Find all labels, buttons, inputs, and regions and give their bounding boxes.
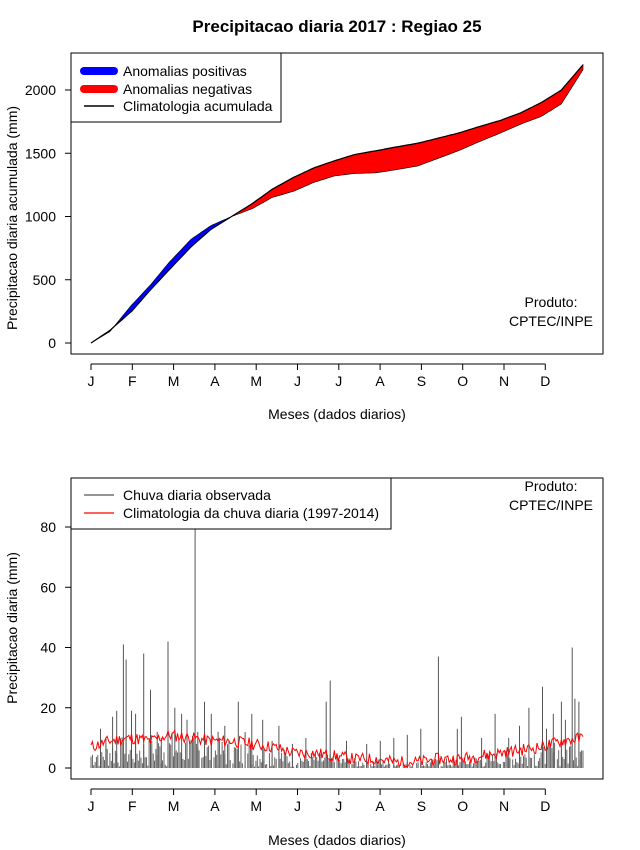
cumulative-panel: 0 500 1000 1500 2000 J F M A M J J A S O N D Meses (dad… — [4, 52, 604, 422]
cumulative-x-tick-label: A — [375, 373, 385, 389]
legend-label-daily-climatology: Climatologia da chuva diaria (1997-2014) — [123, 505, 379, 521]
daily-x-tick-label: J — [335, 798, 342, 814]
cumulative-x-tick-label: D — [540, 373, 550, 389]
chart-title: Precipitacao diaria 2017 : Regiao 25 — [192, 17, 481, 36]
cumulative-y-tick-label: 1500 — [25, 145, 56, 161]
legend-label-positive: Anomalias positivas — [123, 63, 247, 79]
daily-y-tick-label: 20 — [40, 700, 56, 716]
legend-label-climatology: Climatologia acumulada — [123, 98, 273, 114]
daily-y-axis-label: Precipitacao diaria (mm) — [4, 552, 20, 704]
cumulative-x-tick-label: S — [417, 373, 426, 389]
cumulative-x-axis-label: Meses (dados diarios) — [268, 406, 406, 422]
daily-x-tick-label: N — [499, 798, 509, 814]
daily-x-tick-label: M — [250, 798, 262, 814]
cumulative-y-tick-label: 0 — [48, 335, 56, 351]
cumulative-legend: Anomalias positivas Anomalias negativas … — [70, 52, 282, 123]
daily-x-tick-label: D — [540, 798, 550, 814]
cumulative-x-tick-label: A — [210, 373, 220, 389]
cumulative-y-tick-label: 2000 — [25, 82, 56, 98]
climatology-cumulative-line — [90, 64, 584, 344]
cumulative-x-tick-label: F — [128, 373, 137, 389]
cumulative-x-tick-label: J — [335, 373, 342, 389]
daily-y-tick-label: 0 — [48, 760, 56, 776]
daily-y-tick-label: 80 — [40, 519, 56, 535]
cumulative-lines — [90, 64, 584, 344]
daily-x-tick-label: J — [294, 798, 301, 814]
daily-climatology-series-line — [90, 728, 584, 768]
cumulative-y-axis-label: Precipitacao diaria acumulada (mm) — [4, 106, 20, 330]
daily-x-tick-label: S — [417, 798, 426, 814]
cumulative-y-tick-label: 1000 — [25, 209, 56, 225]
cumulative-x-tick-label: M — [168, 373, 180, 389]
daily-y-tick-label: 60 — [40, 579, 56, 595]
daily-observed-bars — [90, 527, 584, 768]
cumulative-x-tick-label: J — [294, 373, 301, 389]
negative-anomaly-area — [234, 63, 584, 216]
product-label-2a: Produto: — [525, 478, 578, 494]
daily-x-tick-label: A — [375, 798, 385, 814]
cumulative-y-axis: 0 500 1000 1500 2000 — [25, 82, 72, 351]
cumulative-x-tick-label: O — [457, 373, 468, 389]
daily-panel: 0 20 40 60 80 J F M A M J J A S O N D Meses (dados diar… — [4, 477, 604, 848]
product-label-2b: CPTEC/INPE — [509, 497, 593, 513]
daily-legend: Chuva diaria observada Climatologia da c… — [70, 477, 392, 530]
daily-y-axis: 0 20 40 60 80 — [40, 519, 72, 776]
legend-label-negative: Anomalias negativas — [123, 81, 252, 97]
cumulative-x-tick-label: M — [250, 373, 262, 389]
daily-x-tick-label: O — [457, 798, 468, 814]
daily-legend-box — [70, 477, 392, 530]
daily-x-tick-label: A — [210, 798, 220, 814]
cumulative-x-tick-label: N — [499, 373, 509, 389]
daily-y-tick-label: 40 — [40, 640, 56, 656]
daily-x-tick-label: M — [168, 798, 180, 814]
cumulative-y-tick-label: 500 — [33, 272, 57, 288]
daily-climatology-line — [90, 728, 584, 768]
daily-x-tick-label: F — [128, 798, 137, 814]
legend-label-observed: Chuva diaria observada — [123, 487, 271, 503]
product-label-1a: Produto: — [525, 294, 578, 310]
daily-x-axis-label: Meses (dados diarios) — [268, 832, 406, 848]
product-label-1b: CPTEC/INPE — [509, 313, 593, 329]
daily-x-tick-label: J — [88, 798, 95, 814]
cumulative-x-tick-label: J — [88, 373, 95, 389]
